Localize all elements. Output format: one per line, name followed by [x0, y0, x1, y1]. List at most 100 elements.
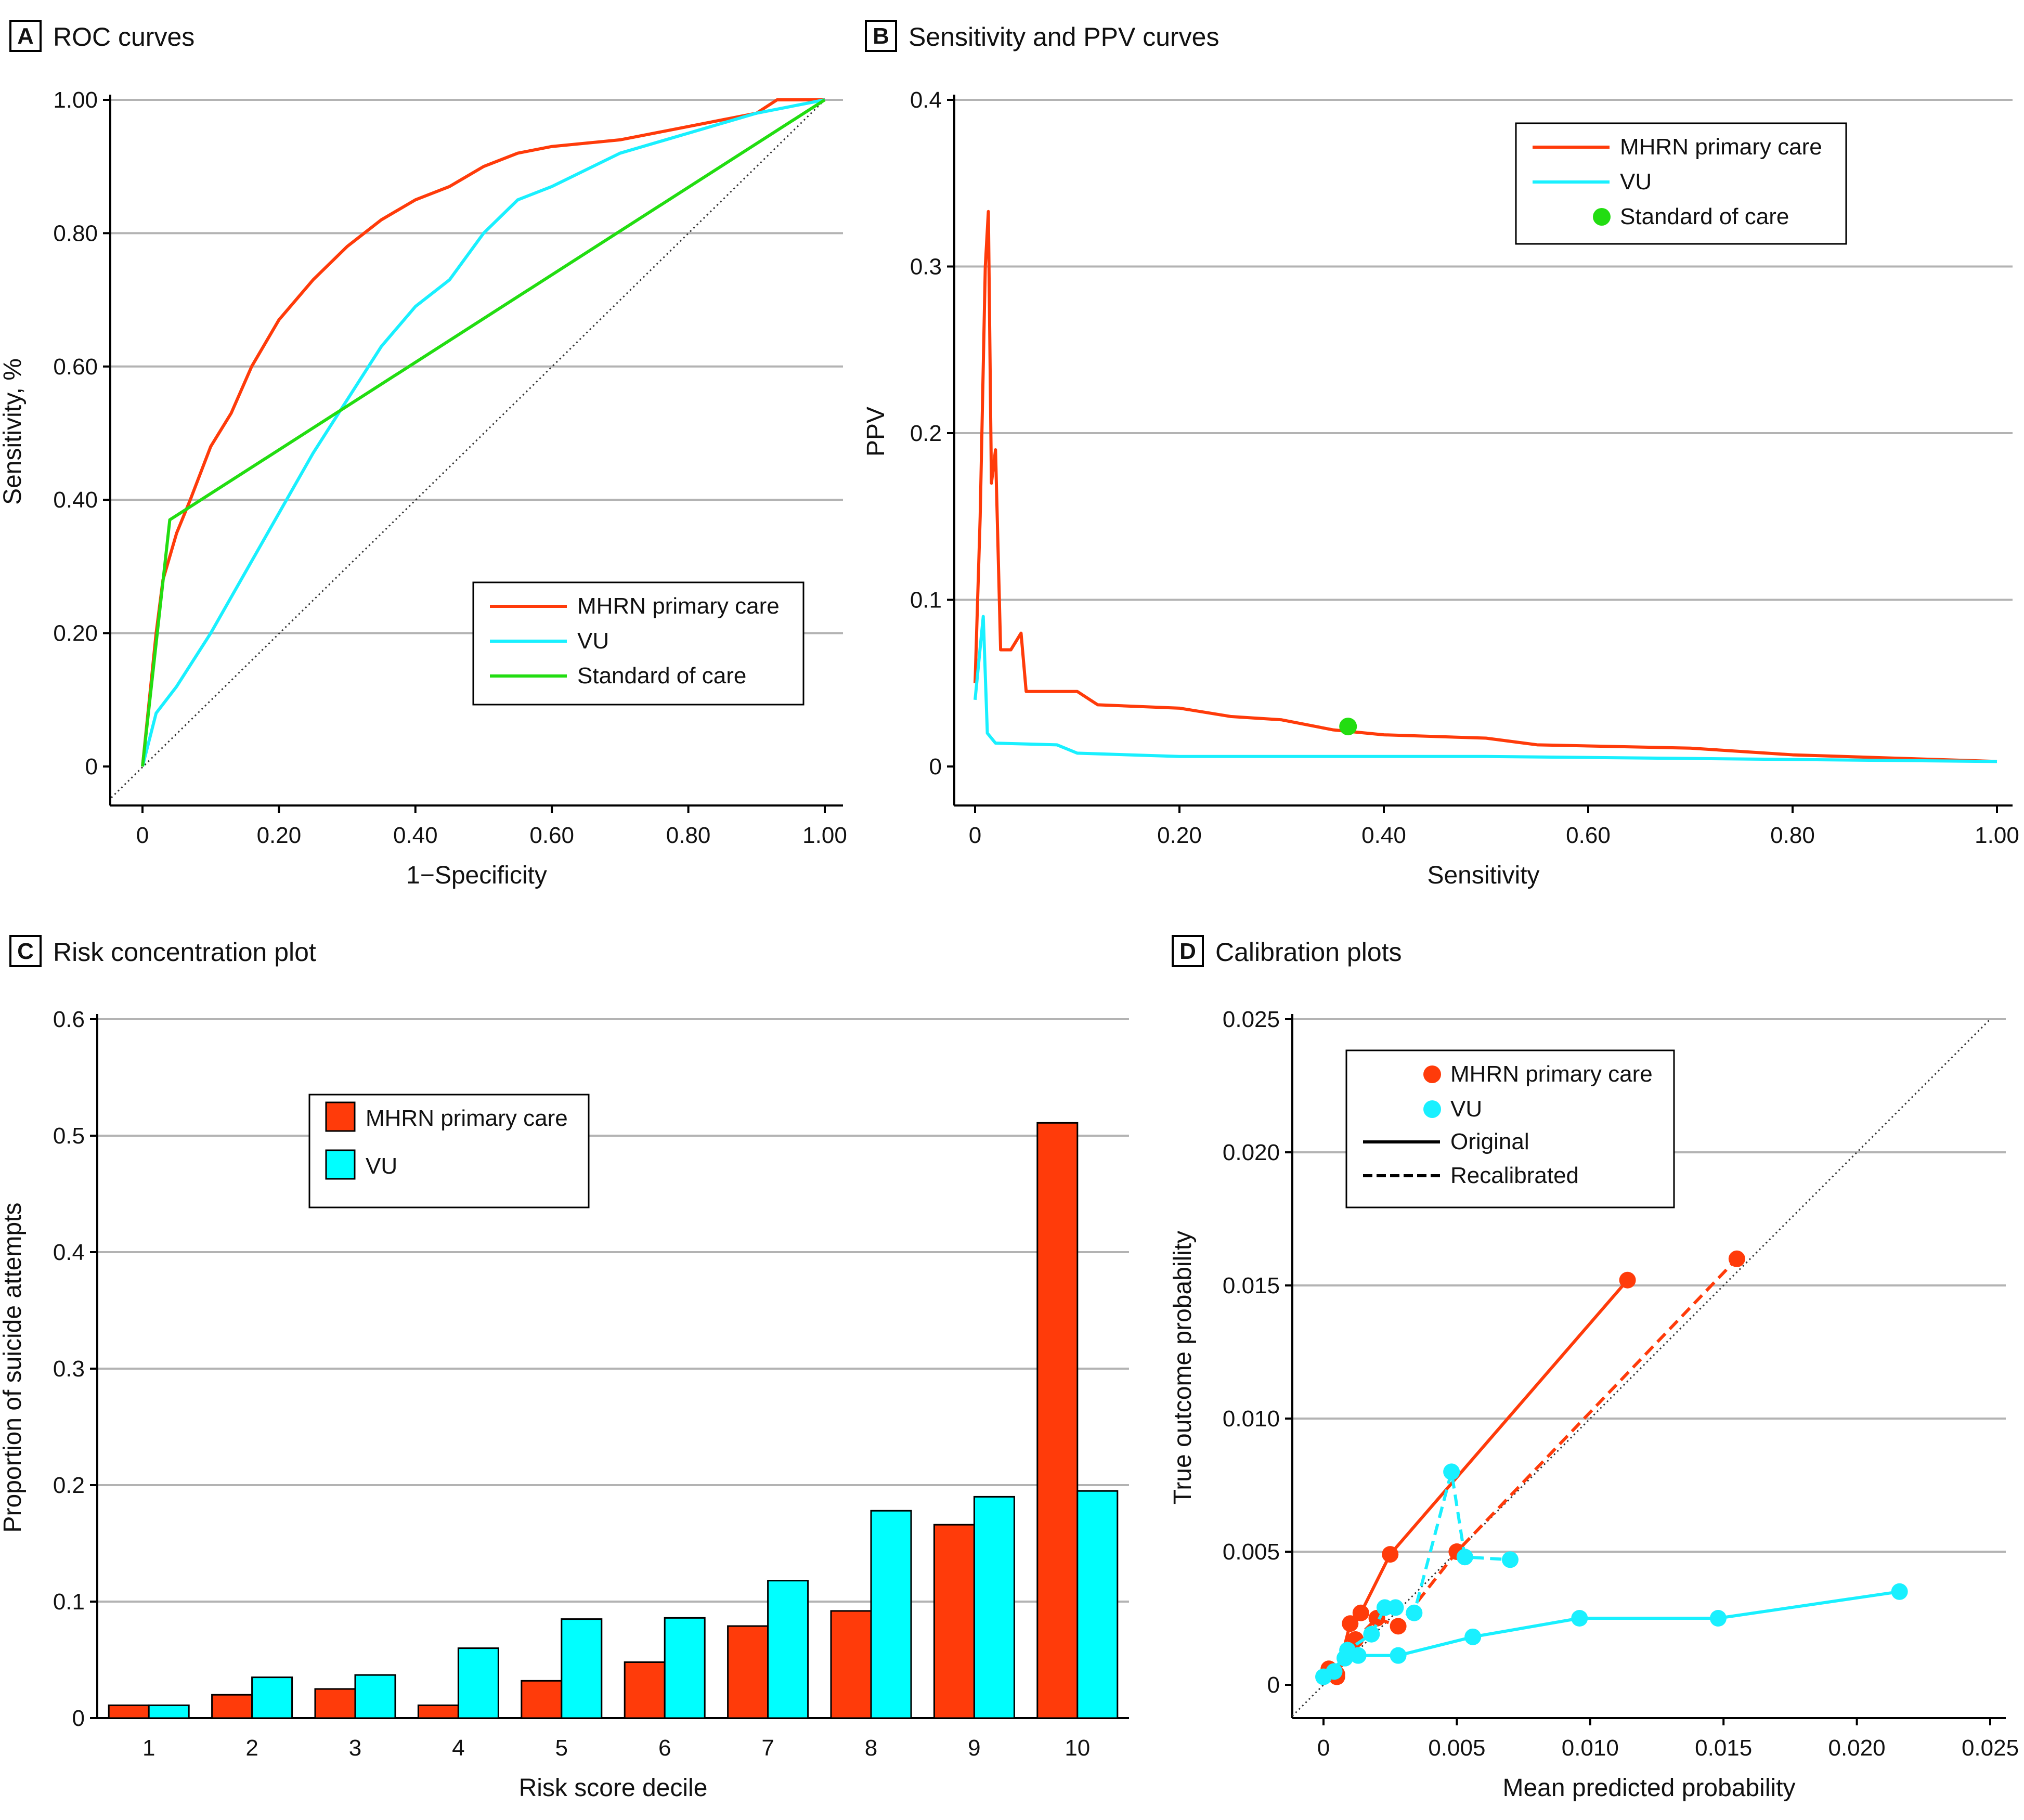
bar-vu-6 [664, 1617, 706, 1719]
point-vu-recalibrated [1456, 1549, 1473, 1566]
point-mhrn-primary-care-recalibrated [1390, 1618, 1407, 1635]
reference-diagonal [1291, 1018, 1991, 1717]
y-tick-label: 0.020 [1223, 1140, 1280, 1165]
x-tick-label: 8 [865, 1735, 877, 1761]
y-tick-label: 0.2 [53, 1473, 85, 1498]
point-vu-original [1709, 1610, 1727, 1627]
y-tick-label: 0.015 [1223, 1273, 1280, 1298]
legend-label: Original [1450, 1129, 1529, 1154]
legend-label: MHRN primary care [1450, 1061, 1653, 1087]
y-tick-label: 0.60 [53, 354, 98, 380]
line-mhrn-primary-care [974, 210, 1997, 763]
point-vu-recalibrated [1443, 1463, 1460, 1480]
x-tick-label: 3 [349, 1735, 361, 1761]
x-axis-label: Mean predicted probability [1503, 1774, 1796, 1802]
point-mhrn-primary-care-original [1382, 1546, 1399, 1563]
point-vu-recalibrated [1339, 1642, 1356, 1659]
bar-vu-9 [973, 1496, 1015, 1719]
point-vu-recalibrated [1326, 1663, 1343, 1680]
y-tick-label: 0.025 [1223, 1007, 1280, 1032]
panel-label: B [873, 23, 889, 49]
panel-C: C Risk concentration plot 0 0.1 0.2 0.3 0.4 0.5… [0, 935, 1129, 1802]
legend-label: VU [366, 1153, 397, 1179]
y-tick-label: 0.20 [53, 621, 98, 646]
x-tick-label: 0.20 [1157, 823, 1202, 848]
bar-mhrn-7 [727, 1625, 769, 1719]
legend-swatch [325, 1101, 356, 1132]
x-tick-label: 1.00 [1975, 823, 2019, 848]
panel-label-box [1172, 935, 1204, 967]
y-tick-label: 0.3 [910, 254, 942, 280]
point-vu-original [1464, 1628, 1482, 1645]
bar-vu-8 [870, 1510, 912, 1719]
x-axis-label: 1−Specificity [406, 862, 547, 889]
legend: MHRN primary care VU Standard of care [1515, 122, 1847, 245]
y-tick-label: 1.00 [53, 87, 98, 113]
x-tick-label: 2 [245, 1735, 258, 1761]
legend-label: Recalibrated [1450, 1163, 1579, 1188]
line-mhrn-primary-care-recalibrated [1335, 1257, 1738, 1675]
point-vu-original [1571, 1610, 1588, 1627]
bar-mhrn-4 [417, 1704, 459, 1719]
legend-box [1345, 1049, 1675, 1208]
panel-label: D [1179, 939, 1196, 964]
point-vu-recalibrated [1363, 1626, 1380, 1643]
y-tick-label: 0 [72, 1706, 85, 1731]
y-tick-label: 0 [1267, 1672, 1280, 1698]
line-mhrn-primary-care [141, 98, 825, 767]
y-tick-label: 0.2 [910, 421, 942, 446]
x-tick-label: 0.015 [1695, 1735, 1752, 1761]
y-axis-label: Proportion of suicide attempts [0, 1203, 27, 1533]
x-tick-label: 0.60 [529, 823, 574, 848]
y-tick-label: 0.4 [910, 87, 942, 113]
x-tick-label: 0.40 [393, 823, 438, 848]
point-vu-original [1390, 1647, 1407, 1664]
panel-label-box [9, 20, 42, 52]
point-mhrn-primary-care-original [1342, 1615, 1359, 1632]
y-tick-label: 0 [929, 754, 942, 779]
line-vu [141, 98, 825, 767]
x-tick-label: 0.020 [1828, 1735, 1886, 1761]
y-tick-label: 0.80 [53, 220, 98, 246]
y-tick-label: 0.010 [1223, 1406, 1280, 1432]
x-axis-label: Risk score decile [519, 1774, 708, 1802]
x-tick-label: 0.010 [1562, 1735, 1619, 1761]
bar-mhrn-6 [624, 1661, 666, 1719]
point-mhrn-primary-care-original [1619, 1271, 1636, 1289]
legend-marker [1593, 208, 1611, 226]
legend-marker [1423, 1065, 1441, 1083]
y-tick-label: 0.4 [53, 1240, 85, 1265]
bar-mhrn-9 [933, 1524, 975, 1719]
y-tick-label: 0.40 [53, 487, 98, 513]
bar-mhrn-10 [1036, 1122, 1079, 1719]
x-tick-label: 0.60 [1566, 823, 1611, 848]
x-tick-label: 0.20 [257, 823, 302, 848]
panel-title: Sensitivity and PPV curves [909, 22, 1219, 51]
panel-label: A [17, 23, 34, 49]
standard-of-care-point [1339, 718, 1357, 736]
panel-title: ROC curves [53, 22, 194, 51]
bar-vu-2 [251, 1676, 293, 1719]
y-tick-label: 0.6 [53, 1007, 85, 1032]
legend-box [472, 581, 805, 706]
legend-label: MHRN primary care [366, 1106, 568, 1131]
bar-mhrn-2 [211, 1694, 253, 1719]
legend-box [308, 1094, 590, 1208]
x-tick-label: 6 [658, 1735, 671, 1761]
bar-mhrn-3 [314, 1688, 356, 1719]
panel-B: B Sensitivity and PPV curves 0 0.1 0.2 0.3 0.4… [862, 20, 2019, 889]
y-axis-label: PPV [862, 407, 890, 457]
legend-label: Standard of care [1620, 204, 1789, 229]
legend-label: VU [1620, 169, 1652, 194]
y-tick-label: 0.5 [53, 1123, 85, 1149]
x-tick-label: 0.40 [1361, 823, 1406, 848]
point-vu-recalibrated [1387, 1599, 1404, 1616]
legend: MHRN primary care VU Original Recalibrated [1345, 1049, 1675, 1208]
line-standard-of-care [141, 98, 826, 767]
legend-swatch [325, 1149, 356, 1180]
y-tick-label: 0.005 [1223, 1539, 1280, 1565]
y-tick-label: 0.3 [53, 1356, 85, 1382]
legend-label: Standard of care [577, 663, 746, 688]
bar-vu-10 [1076, 1490, 1119, 1719]
x-axis-label: Sensitivity [1427, 862, 1539, 889]
